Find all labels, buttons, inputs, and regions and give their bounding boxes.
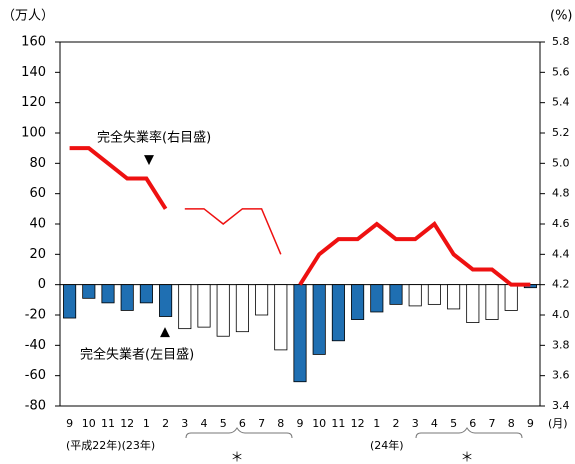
x-tick-label: 11 (101, 417, 115, 430)
x-tick-label: 1 (143, 417, 150, 430)
y2-tick-label: 5.8 (552, 35, 570, 48)
bar (235, 284, 249, 333)
bar (216, 284, 230, 337)
year-label: (24年) (370, 438, 404, 452)
y-tick-label: 100 (21, 126, 46, 141)
bar (293, 284, 307, 383)
bar (485, 284, 499, 320)
bar (120, 284, 134, 311)
bar (427, 284, 441, 305)
y2-tick-label: 4.8 (552, 187, 570, 200)
y2-tick-label: 3.6 (552, 369, 570, 382)
bar (331, 284, 345, 342)
x-tick-label: 3 (181, 417, 188, 430)
bar (370, 284, 384, 313)
brace (415, 427, 523, 439)
y2-tick-label: 5.0 (552, 156, 570, 169)
y2-tick-label: 3.4 (552, 399, 570, 412)
y2-tick-label: 4.2 (552, 278, 570, 291)
x-unit: (月) (548, 417, 568, 430)
x-tick-label: 10 (82, 417, 96, 430)
year-label: (平成22年)(23年) (66, 438, 155, 452)
x-tick-label: 6 (469, 417, 476, 430)
rate-annotation: 完全失業率(右目盛) (97, 130, 211, 146)
y-tick-label: -80 (25, 399, 46, 414)
x-tick-label: 7 (489, 417, 496, 430)
bar (274, 284, 288, 351)
bar (389, 284, 403, 305)
y2-tick-label: 4.6 (552, 217, 570, 230)
y-axis-label: （万人） (2, 9, 54, 24)
y-tick-label: -40 (25, 338, 46, 353)
x-tick-label: 9 (527, 417, 534, 430)
bar (63, 284, 77, 319)
y-tick-label: 120 (21, 95, 46, 110)
y-tick-label: 140 (21, 65, 46, 80)
y2-tick-label: 5.4 (552, 96, 570, 109)
y2-tick-label: 4.4 (552, 247, 570, 260)
y2-tick-label: 3.8 (552, 338, 570, 351)
y-tick-label: 60 (29, 186, 46, 201)
x-tick-label: 8 (508, 417, 515, 430)
bar (408, 284, 422, 307)
x-tick-label: 3 (412, 417, 419, 430)
bar (312, 284, 326, 355)
y2-tick-label: 5.2 (552, 126, 570, 139)
y-tick-label: -20 (25, 308, 46, 323)
x-tick-label: 12 (351, 417, 365, 430)
x-tick-label: 1 (373, 417, 380, 430)
x-tick-label: 6 (239, 417, 246, 430)
y2-tick-label: 4.0 (552, 308, 570, 321)
x-tick-label: 9 (66, 417, 73, 430)
arrow-down: ▼ (144, 153, 154, 168)
y2-tick-label: 5.6 (552, 65, 570, 78)
bar (197, 284, 211, 328)
y2-axis-label: (%) (550, 9, 573, 24)
y-tick-label: -60 (25, 368, 46, 383)
x-tick-label: 8 (277, 417, 284, 430)
x-tick-label: 7 (258, 417, 265, 430)
x-tick-label: 12 (120, 417, 134, 430)
x-tick-label: 4 (201, 417, 208, 430)
bar (351, 284, 365, 320)
x-tick-label: 11 (331, 417, 345, 430)
bar (178, 284, 192, 330)
y-tick-label: 20 (29, 247, 46, 262)
asterisk: ＊ (460, 451, 473, 464)
x-tick-label: 10 (312, 417, 326, 430)
brace (185, 427, 293, 439)
rate-line (184, 208, 282, 255)
x-tick-label: 5 (450, 417, 457, 430)
asterisk: ＊ (230, 451, 243, 464)
unemployed-annotation: 完全失業者(左目盛) (80, 347, 194, 363)
x-tick-label: 9 (297, 417, 304, 430)
bar (159, 284, 173, 317)
bar (82, 284, 96, 299)
bar (255, 284, 269, 316)
bar (504, 284, 518, 311)
x-tick-label: 2 (162, 417, 169, 430)
bar (466, 284, 480, 323)
y-tick-label: 40 (29, 217, 46, 232)
x-tick-label: 4 (431, 417, 438, 430)
x-tick-label: 2 (393, 417, 400, 430)
arrow-up: ▲ (160, 325, 170, 340)
bar (101, 284, 115, 304)
y-tick-label: 160 (21, 35, 46, 50)
x-tick-label: 5 (220, 417, 227, 430)
bar (447, 284, 461, 310)
y-tick-label: 80 (29, 156, 46, 171)
rate-line (69, 146, 531, 287)
bar (139, 284, 153, 304)
y-tick-label: 0 (38, 277, 46, 292)
